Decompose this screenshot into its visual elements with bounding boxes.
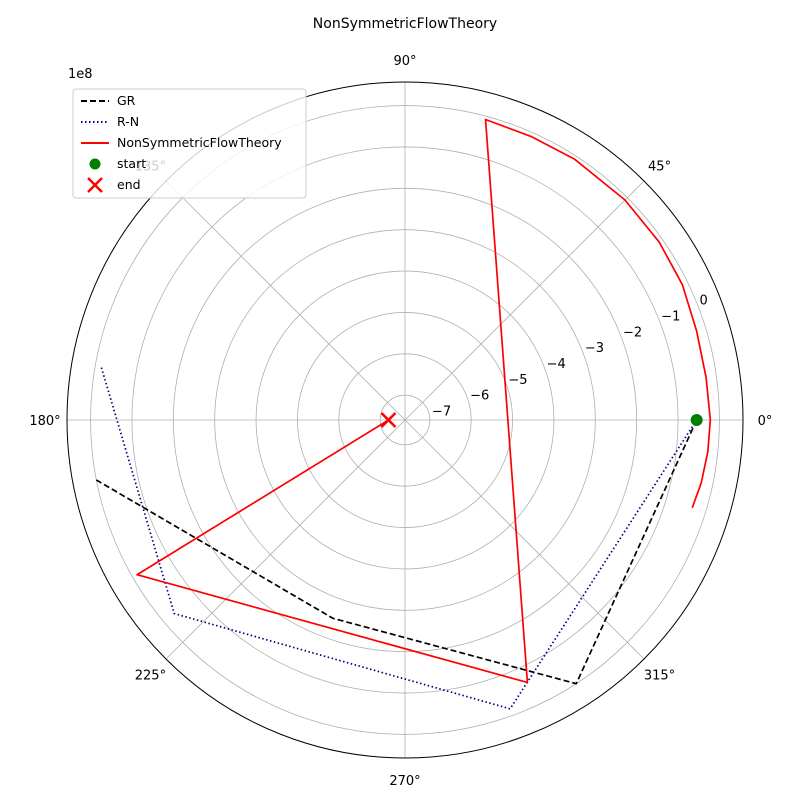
angular-gridline (165, 180, 406, 421)
radial-tick-label: −3 (585, 341, 604, 356)
legend-label-start: start (117, 156, 146, 171)
marker-end (380, 412, 397, 428)
legend: GR R-N NonSymmetricFlowTheory start end (72, 88, 307, 199)
angle-tick-label: 90° (393, 54, 416, 69)
radial-tick-label: −5 (508, 373, 527, 388)
chart-title: NonSymmetricFlowTheory (313, 16, 497, 32)
radial-tick-label: −7 (432, 405, 451, 420)
angle-tick-label: 45° (648, 159, 671, 174)
legend-label-nsft: NonSymmetricFlowTheory (117, 135, 282, 150)
legend-frame (72, 88, 307, 199)
angle-tick-label: 315° (644, 669, 675, 684)
legend-label-gr: GR (117, 93, 136, 108)
radial-tick-label: −6 (470, 389, 489, 404)
radial-tick-label: −1 (661, 310, 680, 325)
series-line-2 (136, 118, 712, 684)
legend-label-end: end (117, 177, 141, 192)
marker-start (690, 414, 703, 426)
angular-gridline (404, 419, 645, 660)
radial-offset-label: 1e8 (68, 67, 93, 82)
legend-marker-start (89, 158, 101, 170)
angle-tick-label: 180° (29, 414, 60, 429)
series-line-0 (95, 419, 698, 685)
series-layer (95, 118, 712, 710)
radial-tick-label: −2 (623, 325, 642, 340)
angle-tick-label: 0° (758, 414, 773, 429)
angle-tick-label: 225° (135, 669, 166, 684)
legend-label-rn: R-N (117, 114, 139, 129)
polar-frame (66, 81, 744, 759)
radial-tick-label: 0 (699, 294, 707, 309)
angular-gridline (404, 180, 645, 421)
legend-marker-end (87, 177, 103, 193)
tick-labels: 0°45°90°135°180°225°270°315°0−1−2−3−4−5−… (29, 54, 772, 789)
marker-layer (380, 412, 703, 428)
angular-gridline (165, 419, 406, 660)
angle-tick-label: 270° (389, 774, 420, 789)
radial-tick-label: −4 (547, 357, 566, 372)
grid (66, 81, 744, 759)
